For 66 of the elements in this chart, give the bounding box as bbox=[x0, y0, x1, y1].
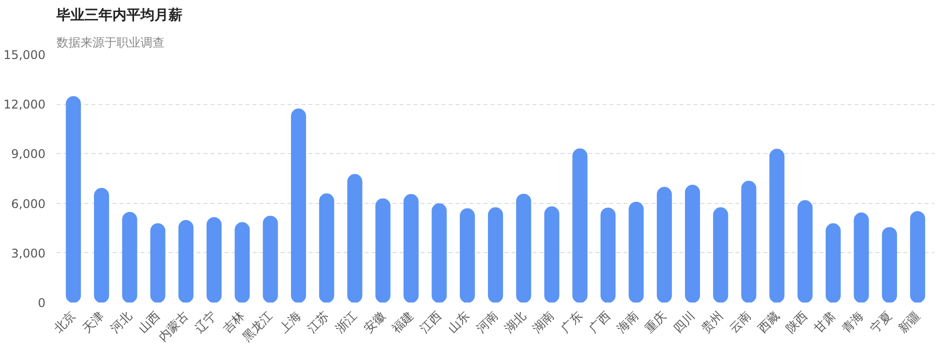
bar bbox=[544, 206, 560, 302]
x-tick-label: 江西 bbox=[417, 308, 444, 336]
x-tick-label: 福建 bbox=[389, 308, 416, 336]
bar bbox=[628, 202, 644, 302]
x-tick-label: 陕西 bbox=[783, 308, 810, 336]
bar bbox=[572, 148, 588, 302]
bar bbox=[404, 194, 419, 302]
x-tick-label: 山东 bbox=[445, 308, 472, 336]
x-tick-label: 辽宁 bbox=[192, 308, 220, 336]
bar bbox=[882, 227, 898, 302]
bar bbox=[769, 148, 784, 302]
bar bbox=[375, 198, 390, 302]
x-tick-label: 宁夏 bbox=[868, 308, 894, 336]
bar bbox=[150, 223, 166, 302]
y-tick-label: 9,000 bbox=[11, 147, 46, 162]
bar bbox=[347, 174, 362, 302]
bar bbox=[798, 200, 813, 302]
y-tick-label: 15,000 bbox=[4, 48, 46, 62]
bar bbox=[684, 184, 700, 302]
x-tick-label: 湖北 bbox=[502, 308, 529, 336]
chart-subtitle: 数据来源于职业调查 bbox=[56, 36, 164, 50]
bar bbox=[319, 193, 334, 302]
bar bbox=[206, 217, 222, 302]
bar bbox=[713, 207, 728, 302]
x-tick-label: 广东 bbox=[558, 308, 585, 336]
x-tick-label: 新疆 bbox=[896, 308, 923, 336]
bar bbox=[432, 203, 447, 302]
bar bbox=[600, 208, 616, 302]
x-tick-label: 甘肃 bbox=[811, 308, 838, 336]
y-tick-label: 3,000 bbox=[11, 246, 46, 260]
x-tick-label: 青海 bbox=[839, 308, 866, 336]
bar bbox=[290, 108, 306, 302]
x-tick-label: 河北 bbox=[108, 308, 135, 336]
x-tick-label: 湖南 bbox=[530, 308, 557, 336]
bar bbox=[94, 188, 110, 302]
bar bbox=[854, 212, 869, 302]
bar bbox=[516, 194, 532, 302]
x-tick-label: 河南 bbox=[474, 308, 500, 336]
y-tick-label: 6,000 bbox=[11, 196, 46, 211]
bar bbox=[178, 220, 194, 302]
y-tick-label: 0 bbox=[38, 296, 46, 310]
x-tick-label: 北京 bbox=[51, 308, 78, 336]
bar bbox=[488, 207, 504, 302]
x-tick-label: 海南 bbox=[614, 308, 642, 336]
x-tick-label: 西藏 bbox=[754, 308, 782, 336]
x-tick-label: 浙江 bbox=[332, 308, 360, 336]
bar bbox=[826, 223, 841, 302]
x-tick-label: 重庆 bbox=[642, 308, 670, 336]
bar bbox=[234, 222, 250, 302]
x-tick-label: 上海 bbox=[276, 308, 304, 336]
bar bbox=[910, 211, 926, 302]
x-tick-label: 云南 bbox=[726, 308, 754, 336]
x-tick-label: 四川 bbox=[670, 308, 698, 336]
bar bbox=[262, 216, 278, 302]
bar bbox=[66, 96, 81, 302]
x-tick-label: 江苏 bbox=[304, 308, 332, 336]
chart-title: 毕业三年内平均月薪 bbox=[56, 8, 182, 24]
x-tick-label: 天津 bbox=[80, 308, 106, 336]
bar bbox=[460, 208, 475, 302]
y-tick-label: 12,000 bbox=[4, 98, 46, 112]
bar bbox=[741, 180, 756, 302]
x-tick-label: 广西 bbox=[586, 308, 614, 336]
x-tick-label: 贵州 bbox=[698, 308, 726, 336]
x-tick-label: 安徽 bbox=[361, 308, 388, 336]
bar bbox=[122, 212, 138, 302]
bar bbox=[656, 186, 672, 302]
